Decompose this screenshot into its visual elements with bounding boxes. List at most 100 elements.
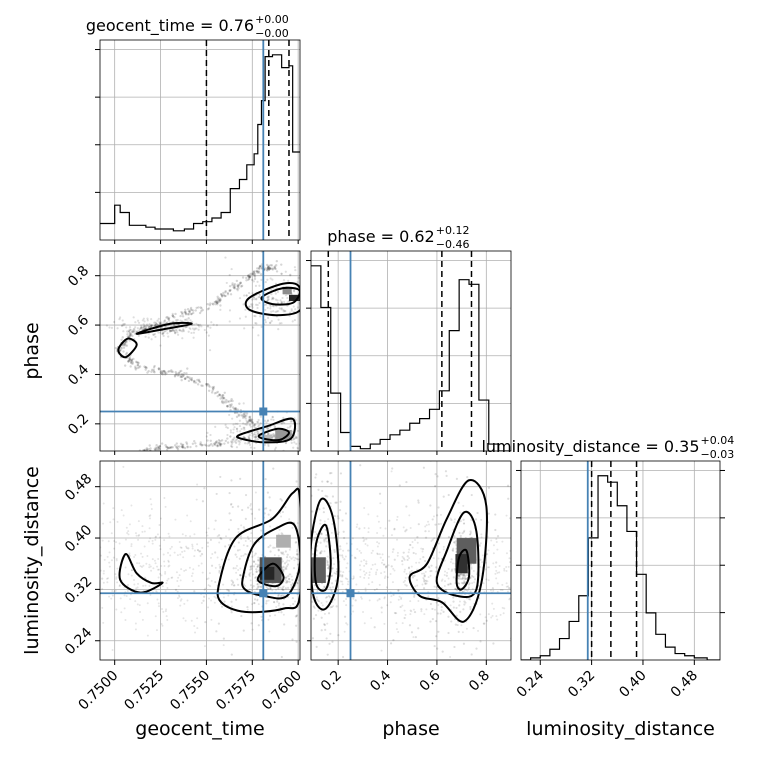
scatter-point xyxy=(183,377,187,381)
scatter-point xyxy=(338,509,342,512)
scatter-point xyxy=(179,314,182,318)
scatter-point xyxy=(462,530,466,533)
scatter-point xyxy=(384,527,387,530)
scatter-point xyxy=(258,284,261,287)
scatter-point xyxy=(396,554,399,557)
scatter-point xyxy=(158,572,161,575)
scatter-point xyxy=(339,573,342,576)
scatter-point xyxy=(255,270,259,273)
scatter-point xyxy=(342,571,345,574)
scatter-point xyxy=(199,554,202,557)
scatter-point xyxy=(312,617,315,620)
scatter-point xyxy=(143,325,146,328)
scatter-point xyxy=(255,322,258,325)
scatter-point xyxy=(127,530,130,533)
scatter-point xyxy=(208,572,211,575)
scatter-point xyxy=(462,608,465,611)
scatter-point xyxy=(256,566,259,569)
scatter-point xyxy=(108,595,111,598)
scatter-point xyxy=(322,454,324,456)
scatter-point xyxy=(150,370,153,373)
scatter-point xyxy=(136,327,139,330)
scatter-point xyxy=(158,523,161,526)
scatter-point xyxy=(245,423,248,426)
scatter-point xyxy=(246,544,249,548)
scatter-point xyxy=(166,586,169,589)
scatter-point xyxy=(376,541,379,544)
scatter-point xyxy=(109,521,112,524)
title-minus-error: −0.46 xyxy=(436,238,470,251)
scatter-point xyxy=(122,330,125,333)
scatter-point xyxy=(153,559,156,562)
scatter-point xyxy=(166,446,170,450)
scatter-point xyxy=(416,541,419,544)
scatter-point xyxy=(346,562,349,565)
scatter-point xyxy=(335,620,337,622)
scatter-point xyxy=(333,572,336,575)
scatter-point xyxy=(184,619,187,622)
scatter-point xyxy=(240,614,243,618)
scatter-point xyxy=(157,367,161,370)
scatter-point xyxy=(256,598,259,601)
scatter-point xyxy=(232,286,235,289)
scatter-point xyxy=(327,595,330,598)
scatter-point xyxy=(343,558,346,561)
scatter-point xyxy=(332,604,335,607)
scatter-point xyxy=(291,596,294,600)
scatter-point xyxy=(277,318,280,321)
scatter-point xyxy=(212,387,215,390)
density-cell xyxy=(276,534,291,548)
scatter-point xyxy=(179,374,183,377)
scatter-point xyxy=(238,317,242,320)
scatter-point xyxy=(226,291,230,295)
scatter-point xyxy=(125,351,129,355)
scatter-point xyxy=(128,332,132,335)
scatter-point xyxy=(423,579,426,582)
scatter-point xyxy=(335,501,338,504)
scatter-point xyxy=(250,564,253,568)
scatter-point xyxy=(327,629,329,631)
scatter-point xyxy=(288,580,291,583)
scatter-point xyxy=(237,439,240,443)
scatter-point xyxy=(401,559,404,563)
scatter-point xyxy=(115,576,118,579)
scatter-point xyxy=(136,586,139,589)
scatter-point xyxy=(129,365,132,368)
scatter-point xyxy=(101,539,104,542)
scatter-point xyxy=(171,576,174,579)
scatter-point xyxy=(291,581,294,584)
scatter-point xyxy=(148,540,151,543)
scatter-point xyxy=(290,557,293,560)
scatter-point xyxy=(431,518,434,521)
scatter-point xyxy=(248,305,251,308)
scatter-point xyxy=(219,442,222,446)
scatter-point xyxy=(228,289,231,293)
scatter-point xyxy=(329,632,332,635)
scatter-point xyxy=(125,326,128,329)
scatter-point xyxy=(123,594,126,597)
scatter-point xyxy=(353,556,356,559)
scatter-point xyxy=(403,558,406,561)
scatter-point xyxy=(236,430,239,433)
scatter-point xyxy=(390,565,393,568)
scatter-point xyxy=(124,538,127,541)
scatter-point xyxy=(266,267,270,270)
scatter-point xyxy=(470,518,473,521)
scatter-point xyxy=(234,422,237,425)
scatter-point xyxy=(242,544,245,547)
scatter-point xyxy=(501,583,504,586)
scatter-point xyxy=(229,538,232,541)
scatter-point xyxy=(215,301,219,304)
scatter-point xyxy=(276,290,280,294)
scatter-point xyxy=(122,324,125,327)
scatter-point xyxy=(296,446,299,449)
scatter-point xyxy=(222,401,225,405)
scatter-point xyxy=(431,607,434,611)
scatter-point xyxy=(144,368,147,371)
scatter-point xyxy=(229,431,233,434)
scatter-point xyxy=(162,553,165,556)
scatter-point xyxy=(196,323,200,326)
scatter-point xyxy=(291,578,294,582)
scatter-point xyxy=(417,599,420,602)
scatter-point xyxy=(206,308,210,311)
